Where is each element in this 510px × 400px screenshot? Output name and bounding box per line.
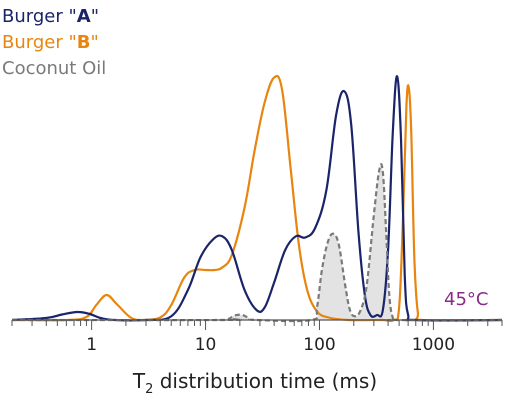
series-line-coconut-oil bbox=[11, 163, 503, 323]
x-label-sub: 2 bbox=[145, 382, 154, 397]
temperature-annotation: 45°C bbox=[444, 289, 489, 310]
legend-item-burger-b: Burger "B" bbox=[2, 30, 106, 56]
x-axis-label: T2 distribution time (ms) bbox=[0, 369, 510, 397]
legend-item-burger-a: Burger "A" bbox=[2, 4, 106, 30]
x-label-main: T bbox=[132, 369, 146, 393]
series-line-burger-b bbox=[11, 74, 503, 323]
series-line-burger-a bbox=[11, 75, 503, 322]
legend-b-prefix: Burger " bbox=[2, 32, 77, 53]
x-tick-label: 1 bbox=[86, 335, 97, 355]
fill-layer bbox=[12, 164, 502, 322]
legend-b-suffix: " bbox=[90, 32, 99, 53]
legend-c-label: Coconut Oil bbox=[2, 58, 107, 79]
legend: Burger "A" Burger "B" Coconut Oil bbox=[2, 4, 106, 82]
series-lines bbox=[11, 74, 503, 323]
legend-a-prefix: Burger " bbox=[2, 6, 77, 27]
legend-a-suffix: " bbox=[90, 6, 99, 27]
x-axis-ticks: 1 10 100 1000 bbox=[11, 320, 503, 355]
legend-b-bold: B bbox=[76, 32, 91, 53]
x-tick-label: 10 bbox=[195, 335, 217, 355]
x-tick-label: 1000 bbox=[412, 335, 455, 355]
x-label-rest: distribution time (ms) bbox=[153, 369, 378, 393]
legend-item-coconut-oil: Coconut Oil bbox=[2, 56, 106, 82]
legend-a-bold: A bbox=[76, 6, 91, 27]
series-fill-coconut-oil bbox=[12, 164, 502, 322]
x-tick-label: 100 bbox=[303, 335, 335, 355]
